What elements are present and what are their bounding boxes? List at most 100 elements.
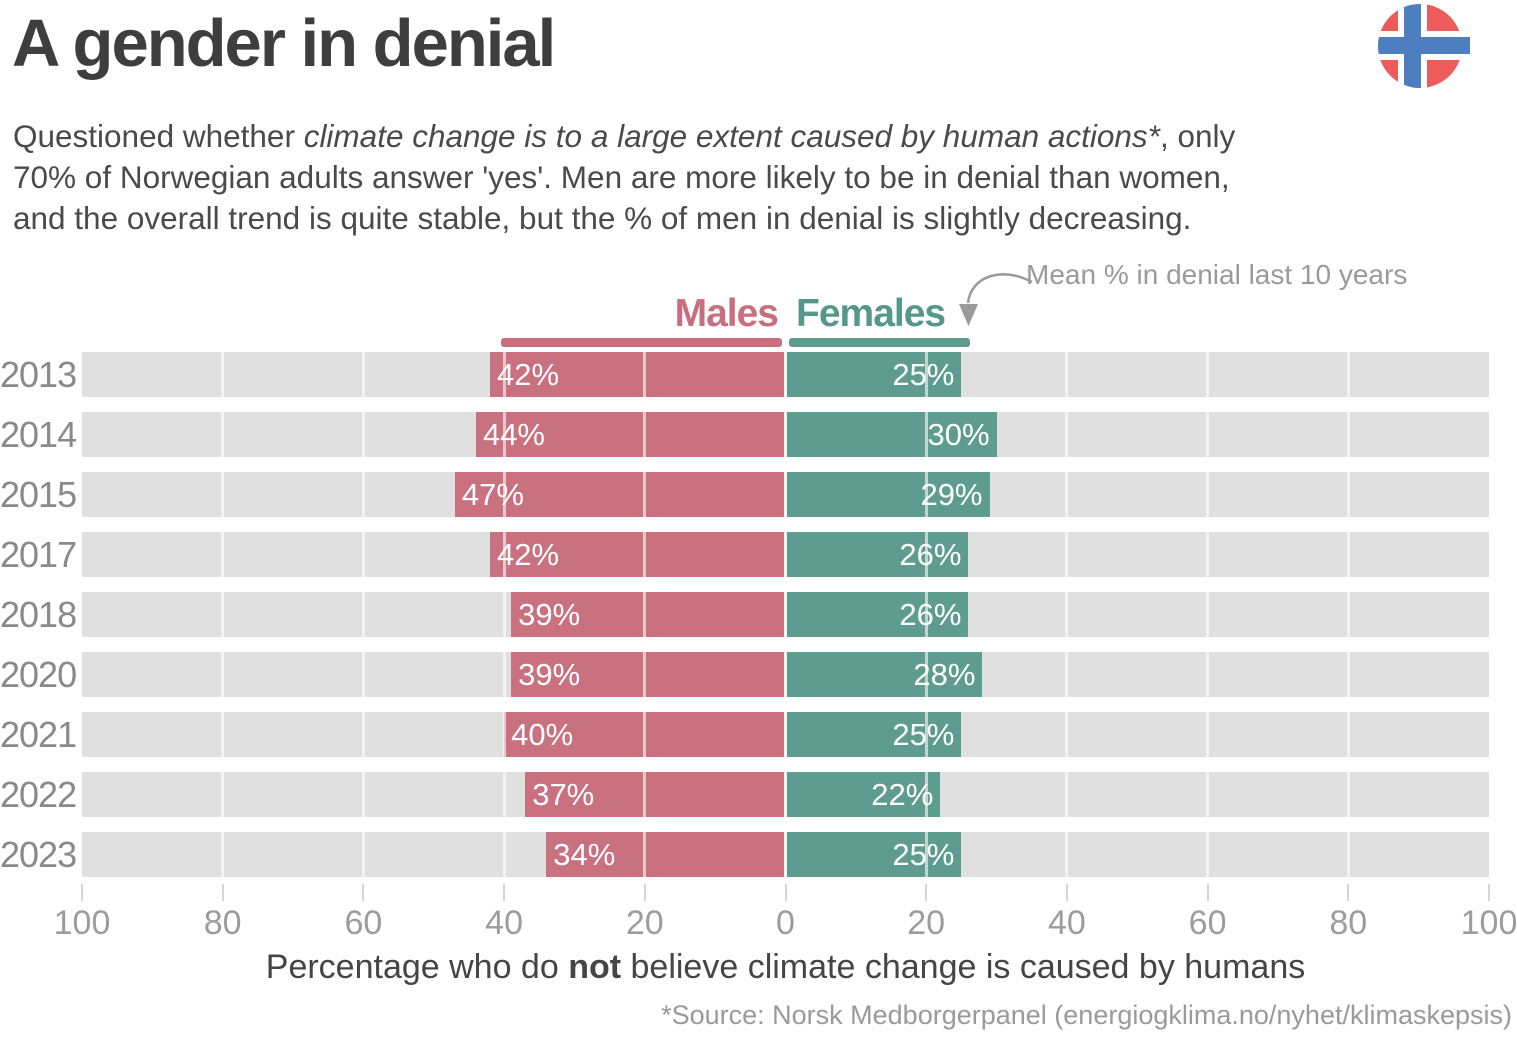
tick-mark [1488,884,1490,901]
female-bar: 25% [785,832,962,877]
male-value-label: 40% [511,717,574,752]
male-value-label: 47% [461,477,524,512]
female-bar: 22% [785,772,941,817]
female-bar: 25% [785,352,962,397]
female-value-label: 25% [892,837,955,872]
female-value-label: 28% [913,657,976,692]
year-label: 2023 [0,834,77,875]
tick-label: 20 [625,904,664,942]
legend-females-label: Females [796,292,946,335]
tick-label: 20 [907,904,946,942]
intro-paragraph: Questioned whether climate change is to … [13,116,1511,239]
tick-mark [1206,884,1209,901]
intro-text-start: Questioned whether [13,118,304,154]
tick-label: 0 [776,904,795,942]
bar-track: 34% 25% [82,832,1489,877]
males-mean-line [501,338,783,347]
x-axis: 100 80 60 40 20 0 20 40 60 80 100 [0,877,1517,952]
tick-label: 80 [1329,904,1368,942]
female-value-label: 26% [899,537,962,572]
tick-mark [81,884,83,901]
year-label: 2018 [0,594,77,635]
chart-rows: 2013 42% 25% 2014 44% 30% 2015 47% 29% 2017 42% 26%… [0,352,1517,877]
bar-track: 39% 26% [82,592,1489,637]
tick-mark [784,884,787,901]
year-label: 2021 [0,714,77,755]
year-label: 2017 [0,534,77,575]
female-value-label: 29% [920,477,983,512]
male-value-label: 34% [553,837,616,872]
tick-mark [643,884,646,901]
male-value-label: 39% [518,657,581,692]
mean-annotation-label: Mean % in denial last 10 years [1026,259,1408,290]
male-value-label: 37% [532,777,595,812]
chart-row-2015: 2015 47% 29% [0,472,1517,517]
male-bar: 47% [454,472,786,517]
year-label: 2014 [0,414,77,455]
female-value-label: 30% [927,417,990,452]
tick-label: 100 [53,904,111,942]
tick-label: 60 [1188,904,1227,942]
male-bar: 39% [511,592,786,637]
female-value-label: 22% [871,777,934,812]
bar-track: 42% 26% [82,532,1489,577]
x-axis-label-end: believe climate change is caused by huma… [621,948,1306,986]
bar-track: 47% 29% [82,472,1489,517]
tick-mark [1065,884,1068,901]
tick-label: 100 [1460,904,1517,942]
male-value-label: 44% [482,417,545,452]
female-bar: 29% [785,472,990,517]
tick-label: 80 [203,904,242,942]
chart-row-2023: 2023 34% 25% [0,832,1517,877]
chart-row-2022: 2022 37% 22% [0,772,1517,817]
tick-label: 60 [344,904,383,942]
intro-text-end: , only 70% of Norwegian adults answer 'y… [13,118,1236,236]
chart-row-2020: 2020 39% 28% [0,652,1517,697]
female-value-label: 25% [892,717,955,752]
chart-row-2018: 2018 39% 26% [0,592,1517,637]
tick-label: 40 [1047,904,1086,942]
bar-track: 39% 28% [82,652,1489,697]
legend-males-label: Males [674,292,779,335]
tick-mark [1347,884,1350,901]
male-value-label: 42% [497,537,560,572]
tick-mark [925,884,928,901]
male-bar: 42% [490,352,786,397]
intro-text-italic: climate change is to a large extent caus… [303,118,1160,154]
female-bar: 28% [785,652,983,697]
year-label: 2013 [0,354,77,395]
year-label: 2020 [0,654,77,695]
bar-track: 37% 22% [82,772,1489,817]
female-bar: 30% [785,412,997,457]
female-bar: 25% [785,712,962,757]
tick-label: 40 [485,904,523,942]
male-bar: 44% [475,412,786,457]
norway-flag-icon [1378,4,1470,88]
male-bar: 37% [525,772,786,817]
x-axis-label-bold: not [568,948,622,986]
year-label: 2022 [0,774,77,815]
bar-track: 44% 30% [82,412,1489,457]
source-note: *Source: Norsk Medborgerpanel (energiogk… [661,1000,1512,1030]
page-title: A gender in denial [12,6,556,81]
male-bar: 40% [504,712,786,757]
bar-track: 42% 25% [82,352,1489,397]
females-mean-line [788,338,970,347]
male-value-label: 42% [497,357,560,392]
annotation-arrow-icon [959,273,1033,326]
female-value-label: 26% [899,597,962,632]
chart-row-2014: 2014 44% 30% [0,412,1517,457]
chart-row-2017: 2017 42% 26% [0,532,1517,577]
tick-mark [503,884,506,901]
chart-row-2021: 2021 40% 25% [0,712,1517,757]
x-axis-label-start: Percentage who do [265,948,569,986]
female-value-label: 25% [892,357,955,392]
x-axis-label: Percentage who do not believe climate ch… [82,948,1489,987]
chart-row-2013: 2013 42% 25% [0,352,1517,397]
male-bar: 39% [511,652,786,697]
male-bar: 42% [490,532,786,577]
year-label: 2015 [0,474,77,515]
bar-track: 40% 25% [82,712,1489,757]
female-bar: 26% [785,532,969,577]
